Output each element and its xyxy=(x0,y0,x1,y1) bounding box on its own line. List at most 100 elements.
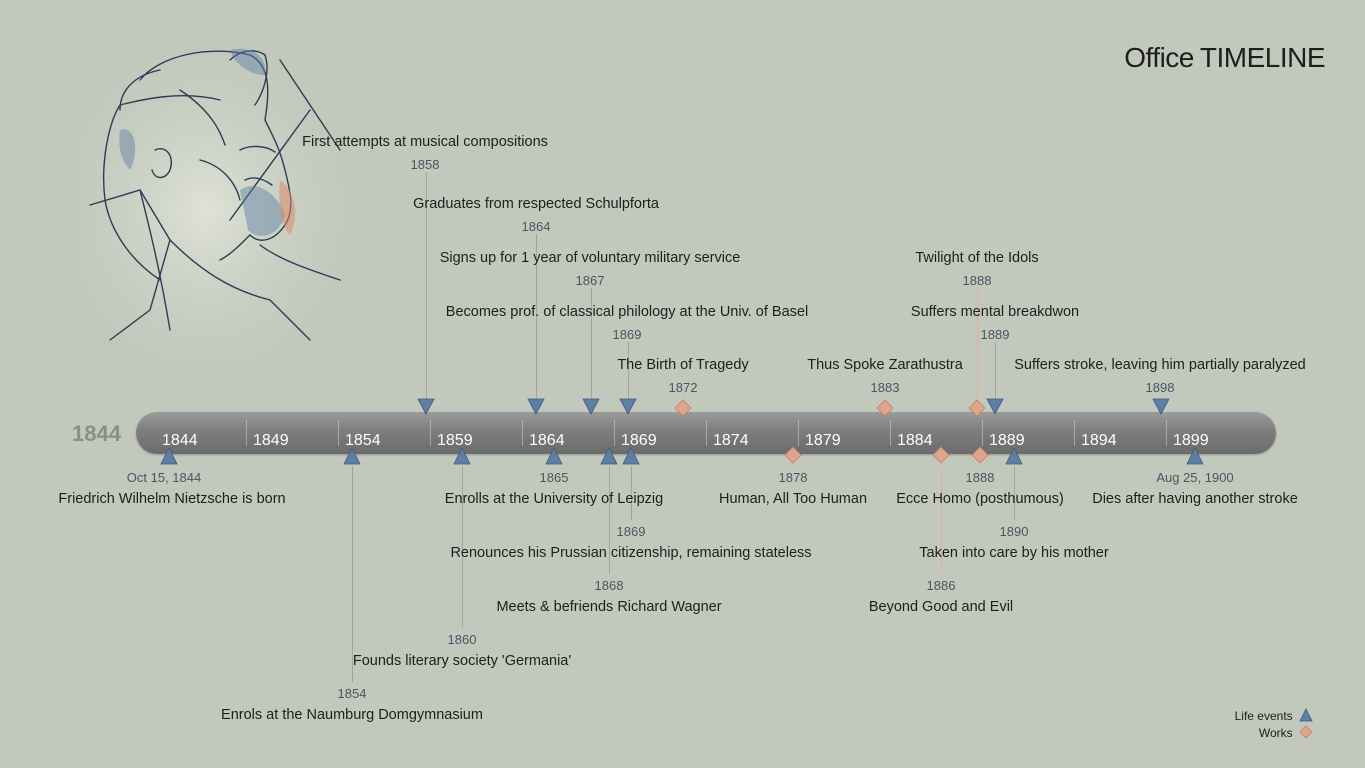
event-label: Enrols at the Naumburg Domgymnasium xyxy=(221,707,483,723)
event-date: 1889 xyxy=(980,327,1010,342)
legend-works: Works xyxy=(1259,725,1313,740)
work-diamond-icon xyxy=(932,446,950,464)
tick-separator xyxy=(706,420,707,446)
event-label: Enrolls at the University of Leipzig xyxy=(444,491,664,507)
event-label: Signs up for 1 year of voluntary militar… xyxy=(439,250,741,266)
event-date: 1872 xyxy=(668,380,698,395)
tick-label: 1869 xyxy=(621,432,657,449)
event-label: Thus Spoke Zarathustra xyxy=(807,357,963,373)
legend-life: Life events xyxy=(1235,708,1313,723)
event-date: 1854 xyxy=(337,686,367,701)
work-diamond-icon xyxy=(784,446,802,464)
event-date: 1869 xyxy=(612,327,642,342)
tick-label: 1864 xyxy=(529,432,565,449)
tick-separator xyxy=(982,420,983,446)
legend-life-label: Life events xyxy=(1234,709,1293,723)
tick-separator xyxy=(1074,420,1075,446)
life-event-triangle-icon xyxy=(527,398,545,415)
life-event-triangle-icon xyxy=(600,447,618,465)
event-date: 1886 xyxy=(926,578,956,593)
event-date: 1888 xyxy=(965,470,995,485)
event-date: 1878 xyxy=(778,470,808,485)
tick-label: 1849 xyxy=(253,432,289,449)
event-label: Meets & befriends Richard Wagner xyxy=(496,599,722,615)
portrait-sketch-image xyxy=(80,48,345,360)
event-date: 1860 xyxy=(447,632,477,647)
event-label: Taken into care by his mother xyxy=(919,545,1109,561)
tick-label: 1889 xyxy=(989,432,1025,449)
connector-line xyxy=(628,342,629,400)
diamond-icon xyxy=(1299,725,1313,739)
life-event-triangle-icon xyxy=(619,398,637,415)
connector-line xyxy=(683,396,684,400)
event-label: Founds literary society 'Germania' xyxy=(352,653,572,669)
tick-separator xyxy=(338,420,339,446)
life-event-triangle-icon xyxy=(986,398,1004,415)
connector-line xyxy=(462,466,463,628)
connector-line xyxy=(1014,466,1015,520)
tick-label: 1894 xyxy=(1081,432,1117,449)
life-event-triangle-icon xyxy=(545,447,563,465)
connector-line xyxy=(885,396,886,400)
tick-label: 1899 xyxy=(1173,432,1209,449)
event-date: 1868 xyxy=(594,578,624,593)
connector-line xyxy=(977,288,978,400)
connector-line xyxy=(941,466,942,574)
legend-works-label: Works xyxy=(1258,726,1293,740)
life-event-triangle-icon xyxy=(453,447,471,465)
tick-separator xyxy=(1166,420,1167,446)
event-date: Aug 25, 1900 xyxy=(1156,470,1234,485)
event-label: Ecce Homo (posthumous) xyxy=(896,491,1064,507)
event-label: Renounces his Prussian citizenship, rema… xyxy=(450,545,812,561)
event-date: 1883 xyxy=(870,380,900,395)
work-diamond-icon xyxy=(968,399,986,417)
tick-separator xyxy=(430,420,431,446)
life-event-triangle-icon xyxy=(582,398,600,415)
tick-separator xyxy=(890,420,891,446)
event-date: 1867 xyxy=(575,273,605,288)
brand-logo: Office TIMELINE xyxy=(1124,42,1325,74)
tick-separator xyxy=(522,420,523,446)
event-label: Suffers stroke, leaving him partially pa… xyxy=(1014,357,1306,373)
triangle-icon xyxy=(1299,708,1313,722)
connector-line xyxy=(609,466,610,574)
event-label: Dies after having another stroke xyxy=(1092,491,1298,507)
tick-label: 1854 xyxy=(345,432,381,449)
event-label: Twilight of the Idols xyxy=(915,250,1039,266)
tick-separator xyxy=(798,420,799,446)
work-diamond-icon xyxy=(674,399,692,417)
tick-label: 1859 xyxy=(437,432,473,449)
tick-label: 1874 xyxy=(713,432,749,449)
event-date: Oct 15, 1844 xyxy=(126,470,202,485)
work-diamond-icon xyxy=(876,399,894,417)
tick-separator xyxy=(614,420,615,446)
tick-label: 1879 xyxy=(805,432,841,449)
event-date: 1888 xyxy=(962,273,992,288)
life-event-triangle-icon xyxy=(1186,447,1204,465)
work-diamond-icon xyxy=(971,446,989,464)
timeline-start-year: 1844 xyxy=(72,421,121,446)
event-label: First attempts at musical compositions xyxy=(302,134,548,150)
event-date: 1890 xyxy=(999,524,1029,539)
tick-separator xyxy=(246,420,247,446)
event-label: The Birth of Tragedy xyxy=(617,357,749,373)
life-event-triangle-icon xyxy=(160,447,178,465)
tick-label: 1884 xyxy=(897,432,933,449)
event-label: Becomes prof. of classical philology at … xyxy=(445,304,809,320)
connector-line xyxy=(352,466,353,682)
event-date: 1898 xyxy=(1145,380,1175,395)
brand-timeline: TIMELINE xyxy=(1199,42,1326,73)
life-event-triangle-icon xyxy=(1005,447,1023,465)
event-label: Human, All Too Human xyxy=(718,491,868,507)
event-label: Suffers mental breakdwon xyxy=(910,304,1080,320)
connector-line xyxy=(591,288,592,400)
life-event-triangle-icon xyxy=(343,447,361,465)
event-date: 1869 xyxy=(616,524,646,539)
life-event-triangle-icon xyxy=(1152,398,1170,415)
event-date: 1864 xyxy=(521,219,551,234)
life-event-triangle-icon xyxy=(417,398,435,415)
life-event-triangle-icon xyxy=(622,447,640,465)
event-label: Beyond Good and Evil xyxy=(868,599,1014,615)
brand-office: Office xyxy=(1124,42,1194,73)
event-label: Friedrich Wilhelm Nietzsche is born xyxy=(58,491,286,507)
